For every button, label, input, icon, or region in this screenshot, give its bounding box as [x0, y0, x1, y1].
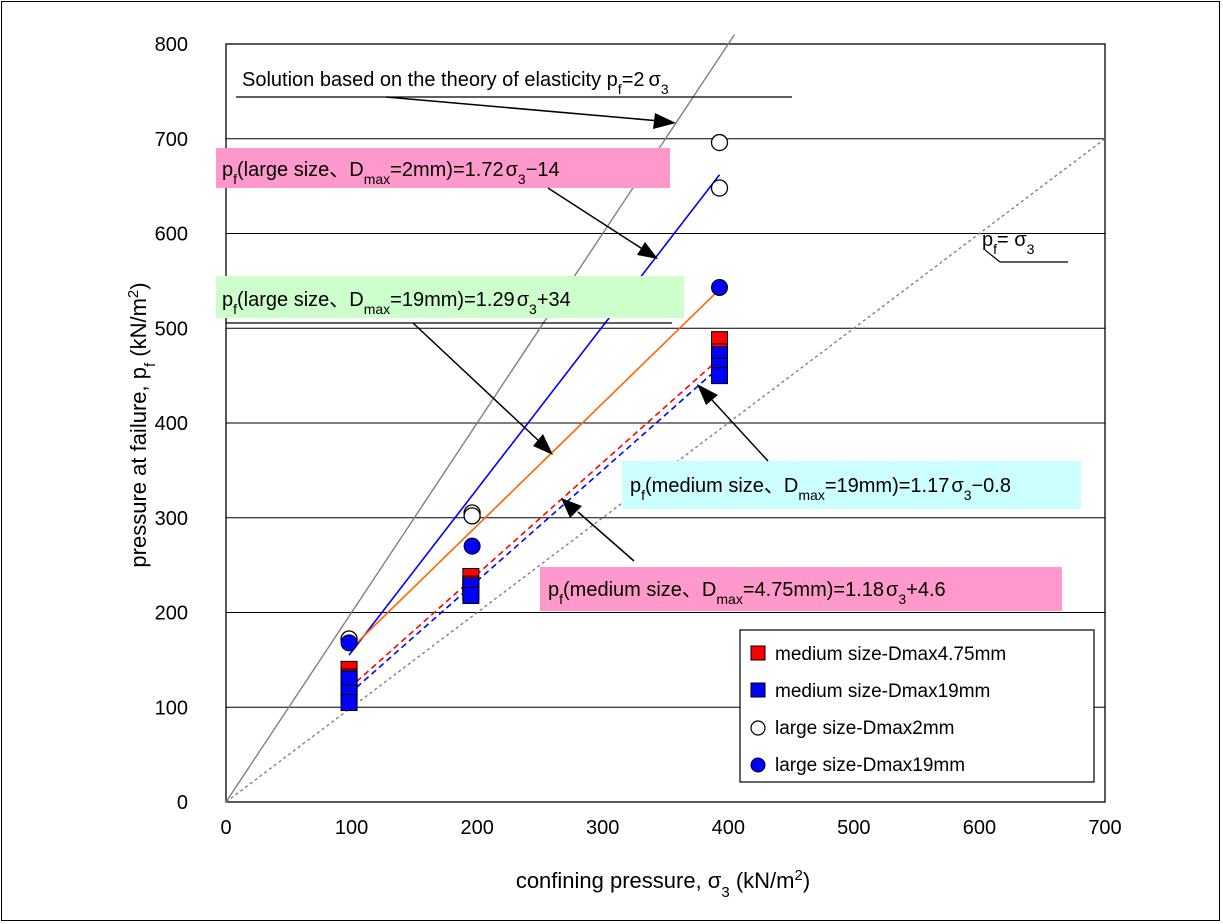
x-tick-label: 0: [220, 817, 231, 839]
y-tick-label: 200: [155, 603, 188, 625]
arrowhead: [533, 434, 553, 455]
legend-entry-medium-19: medium size-Dmax19mm: [750, 681, 990, 702]
fit-line: [348, 366, 721, 695]
data-point-open-circle: [463, 507, 481, 525]
y-tick-label: 600: [155, 224, 188, 246]
svg-text:Solution based on the theory o: Solution based on the theory of elastici…: [242, 69, 669, 97]
svg-text:pf= σ3: pf= σ3: [982, 229, 1035, 257]
x-tick-label: 400: [712, 817, 745, 839]
x-tick-label: 200: [460, 817, 493, 839]
x-axis-label: confining pressure, σ3 (kN/m2): [516, 867, 810, 901]
x-tick-label: 100: [335, 817, 368, 839]
arrowhead: [637, 242, 658, 259]
svg-text:pf(medium size、Dmax=19mm)=1.17: pf(medium size、Dmax=19mm)=1.17 σ3−0.8: [630, 475, 1011, 503]
x-tick-label: 600: [963, 817, 996, 839]
arrowhead: [561, 498, 582, 518]
x-tick-label: 700: [1088, 817, 1121, 839]
data-point-open-circle: [710, 179, 729, 197]
svg-text:medium size-Dmax19mm: medium size-Dmax19mm: [775, 681, 990, 702]
annotation-box: [540, 567, 1062, 611]
data-point-square: [462, 586, 480, 604]
svg-text:large size-Dmax19mm: large size-Dmax19mm: [775, 755, 965, 776]
data-point-square: [340, 694, 358, 712]
data-point-square: [710, 367, 728, 385]
annotation-medium-475mm: pf(medium size、Dmax=4.75mm)=1.18 σ3+4.6: [540, 498, 1062, 611]
fit-line: [348, 357, 721, 689]
annotation-elasticity: Solution based on the theory of elastici…: [236, 69, 792, 129]
y-tick-label: 700: [155, 129, 188, 151]
legend-entry-medium-475: medium size-Dmax4.75mm: [750, 644, 1006, 665]
annotation-box: [216, 148, 670, 188]
svg-text:medium size-Dmax4.75mm: medium size-Dmax4.75mm: [775, 644, 1006, 665]
grid-lines: [226, 138, 1105, 708]
legend-entry-large-19: large size-Dmax19mm: [750, 755, 965, 776]
arrowhead: [697, 384, 718, 405]
data-point-open-circle: [710, 133, 729, 152]
annotation-equal-line: pf= σ3: [982, 229, 1068, 263]
annotation-large-19mm: pf(large size、Dmax=19mm)=1.29 σ3+34: [216, 276, 684, 455]
fit-line: [348, 174, 721, 656]
data-point-square: [340, 670, 358, 688]
plot-border: [225, 43, 1106, 803]
y-tick-labels: 0 100 200 300 400 500 600 700 800: [155, 34, 188, 814]
svg-text:large size-Dmax2mm: large size-Dmax2mm: [775, 718, 954, 739]
y-axis-label: pressure at failure, pf (kN/m2): [125, 282, 159, 567]
data-markers: [340, 133, 729, 712]
arrowhead: [653, 113, 676, 129]
x-tick-label: 300: [586, 817, 619, 839]
y-tick-label: 400: [155, 413, 188, 435]
data-point-filled-circle: [463, 537, 481, 555]
x-tick-label: 500: [837, 817, 870, 839]
y-tick-label: 500: [155, 318, 188, 340]
legend-box: [739, 629, 1095, 783]
data-point-filled-circle: [710, 279, 728, 297]
fit-line: [348, 288, 721, 651]
svg-text:pf(medium size、Dmax=4.75mm)=1.: pf(medium size、Dmax=4.75mm)=1.18 σ3+4.6: [548, 579, 946, 607]
svg-text:pf(large size、Dmax=19mm)=1.29σ: pf(large size、Dmax=19mm)=1.29 σ3+34: [222, 289, 571, 317]
y-tick-label: 300: [155, 508, 188, 530]
x-tick-labels: 0 100 200 300 400 500 600 700: [220, 817, 1121, 839]
legend-entry-large-2: large size-Dmax2mm: [750, 718, 954, 739]
annotation-box: [216, 276, 684, 318]
annotation-large-2mm: pf(large size、Dmax=2mm)=1.72 σ3−14: [216, 148, 670, 259]
legend: medium size-Dmax4.75mm medium size-Dmax1…: [739, 629, 1095, 783]
y-tick-label: 800: [155, 34, 188, 56]
data-point-filled-circle: [340, 634, 358, 652]
annotation-medium-19mm: pf(medium size、Dmax=19mm)=1.17 σ3−0.8: [622, 384, 1081, 509]
fit-lines: [348, 174, 721, 695]
y-tick-label: 100: [155, 697, 188, 719]
plot-area: [225, 43, 1106, 803]
y-tick-label: 0: [177, 792, 188, 814]
annotation-box: [622, 461, 1081, 509]
